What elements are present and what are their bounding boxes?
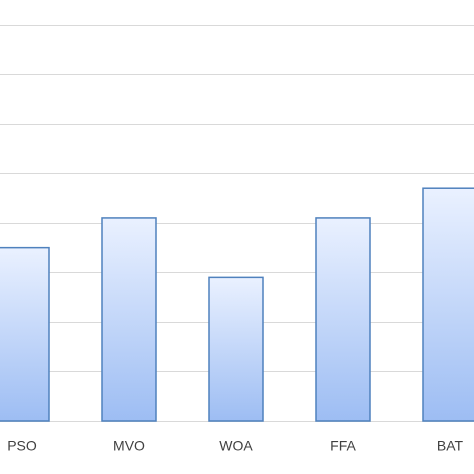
x-tick-label: FFA xyxy=(330,438,356,454)
bar xyxy=(422,187,474,422)
bar xyxy=(101,217,157,422)
x-tick-label: BAT xyxy=(437,438,464,454)
x-tick-label: PSO xyxy=(7,438,37,454)
x-tick-label: WOA xyxy=(219,438,253,454)
bar xyxy=(315,217,371,422)
bar xyxy=(208,276,264,422)
bar xyxy=(0,246,50,422)
x-tick-label: MVO xyxy=(113,438,145,454)
